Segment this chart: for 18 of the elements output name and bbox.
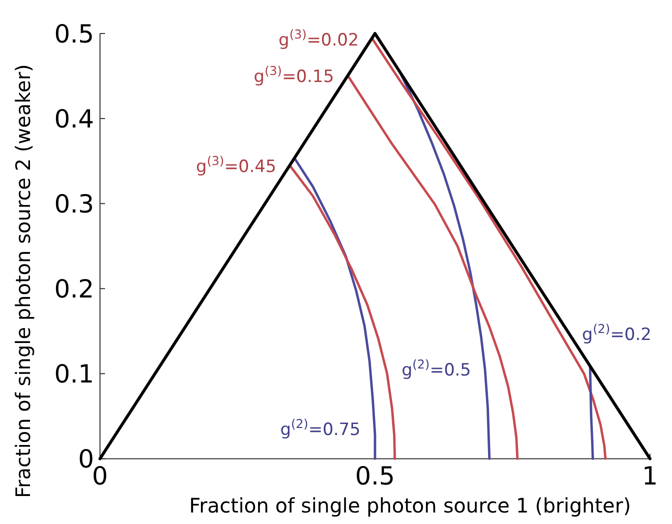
annotation: g$^{(3)}$=0.15 <box>254 64 334 88</box>
line-series <box>289 164 396 460</box>
annotation: g$^{(2)}$=0.5 <box>402 357 471 380</box>
annotation: g$^{(2)}$=0.2 <box>582 322 652 346</box>
x-tick-label: 0.5 <box>355 462 395 491</box>
y-tick-label: 0.4 <box>54 104 94 134</box>
y-tick-label: 0.5 <box>54 19 94 48</box>
x-axis-title: Fraction of single photon source 1 (brighter) <box>189 494 631 518</box>
y-tick-label: 0.3 <box>54 189 94 218</box>
line-series <box>588 364 594 460</box>
y-axis-title: Fraction of single photon source 2 (weaker) <box>11 64 35 498</box>
annotation: g$^{(2)}$=0.75 <box>280 416 360 440</box>
y-tick-label: 0.2 <box>54 274 94 304</box>
y-tick-label: 0.1 <box>54 359 94 388</box>
x-tick-label: 1 <box>642 462 658 491</box>
annotation: g$^{(3)}$=0.45 <box>196 154 276 178</box>
annotation: g$^{(3)}$=0.02 <box>278 27 359 50</box>
line-series <box>294 157 376 460</box>
